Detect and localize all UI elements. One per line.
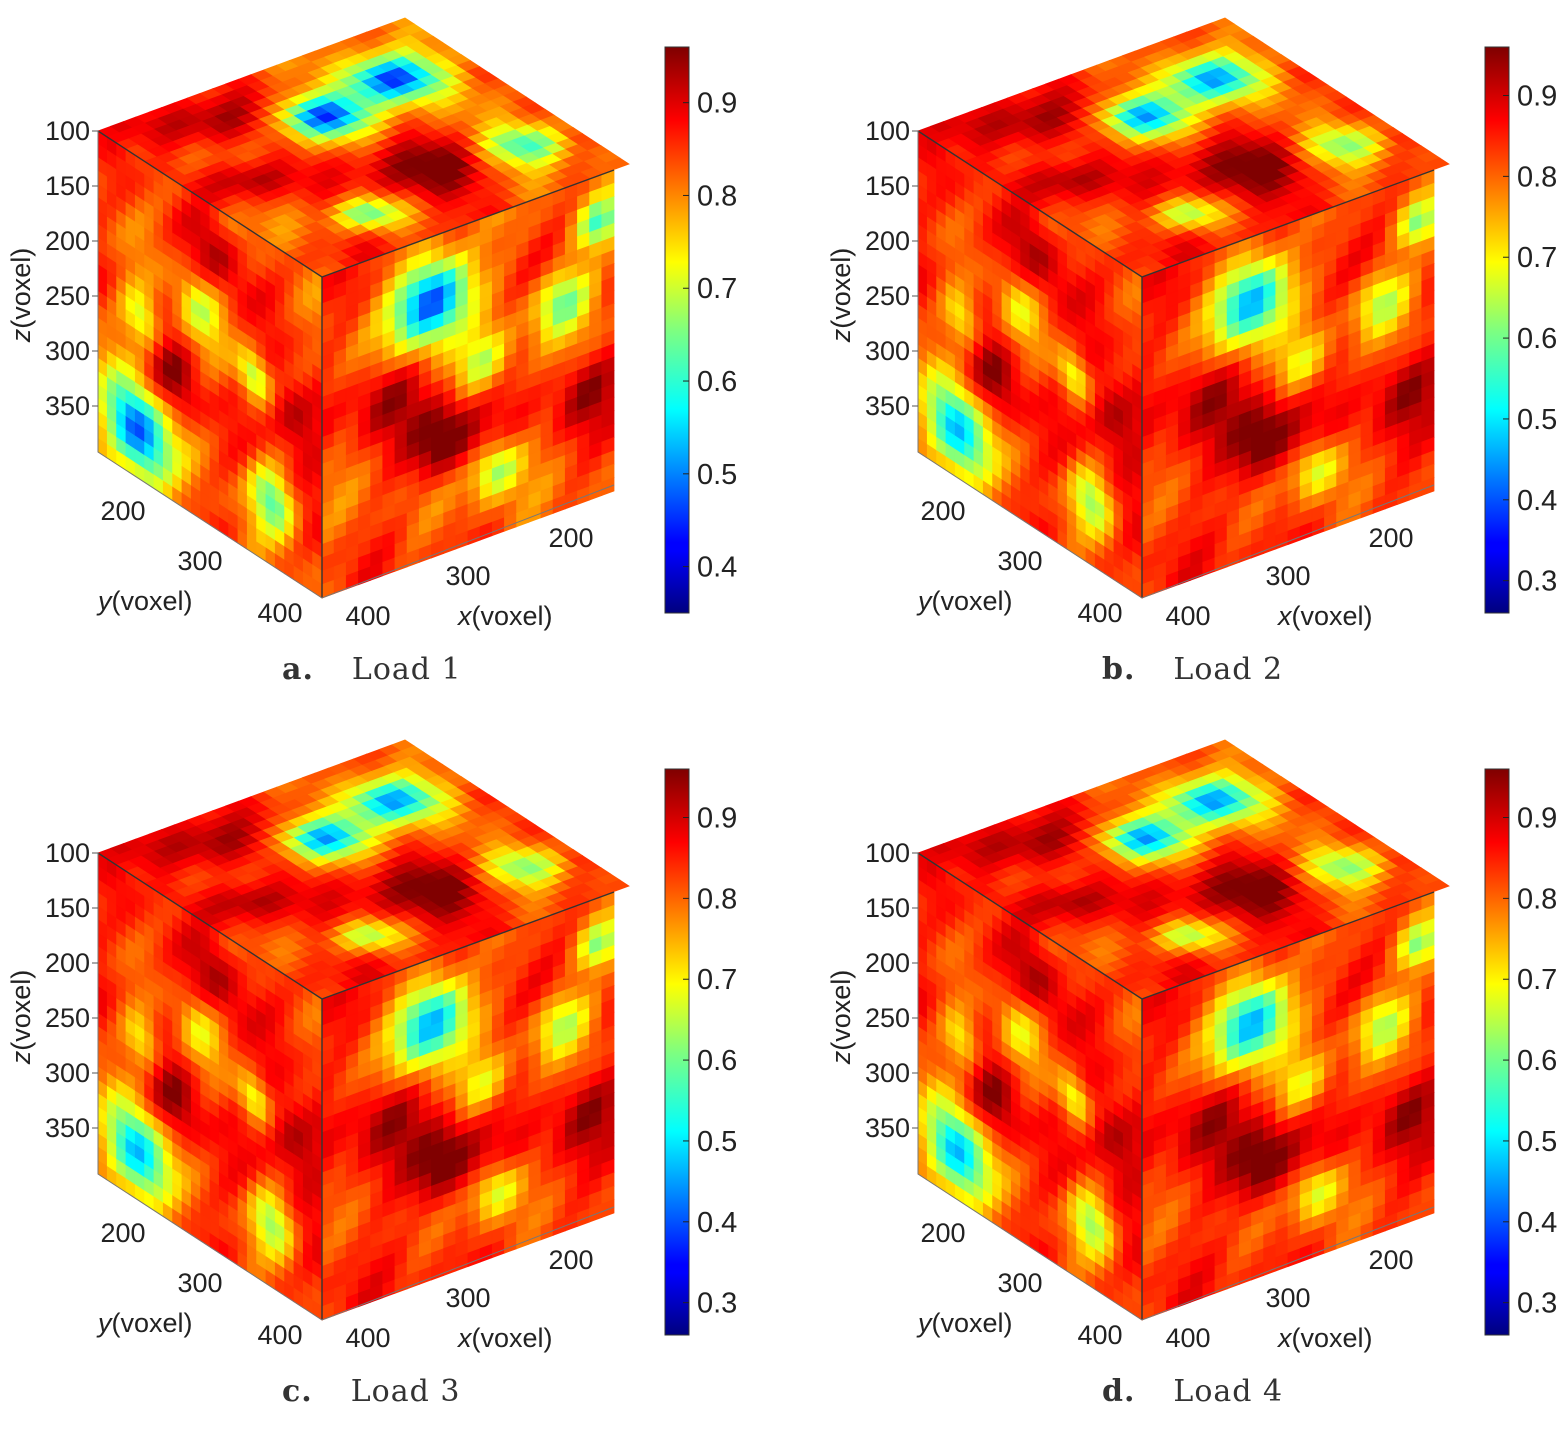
y-tick-label: 200 [920, 496, 965, 526]
cube-heatmap-a: 100 150 200 250 300 350 z(voxel) 200 300 400 y(vox… [0, 0, 780, 640]
colorbar-tick-label: 0.4 [1517, 485, 1557, 517]
z-axis-label: z(voxel) [6, 248, 36, 344]
colorbar-tick-label: 0.5 [1517, 404, 1557, 436]
colorbar-tick-label: 0.9 [1517, 81, 1557, 113]
caption-text-b: Load 2 [1173, 652, 1283, 687]
z-tick-label: 300 [865, 336, 910, 366]
colorbar-tick-label: 0.6 [697, 366, 737, 398]
x-axis-label: x(voxel) [456, 601, 553, 631]
colorbar-tick-label: 0.7 [697, 273, 737, 305]
caption-text-a: Load 1 [352, 652, 462, 687]
colorbar [1485, 47, 1509, 613]
z-tick-label: 250 [865, 281, 910, 311]
z-tick-label: 150 [45, 171, 90, 201]
z-tick-label: 100 [45, 116, 90, 146]
x-tick-label: 200 [548, 523, 593, 553]
colorbar-tick-label: 0.7 [1517, 242, 1557, 274]
y-tick-label: 400 [1077, 598, 1122, 628]
z-tick-label: 200 [45, 226, 90, 256]
caption-a: a. Load 1 [282, 652, 462, 687]
x-tick-label: 400 [345, 601, 390, 631]
x-tick-label: 300 [1265, 561, 1310, 591]
colorbar-tick-label: 0.8 [697, 180, 737, 212]
cube-heatmap-b: 100 150 200 250 300 350 z(voxel) 200 300 400 y(vox… [820, 0, 1560, 640]
z-axis-label: z(voxel) [826, 248, 856, 344]
panel-letter-a: a. [282, 652, 314, 687]
colorbar-tick-label: 0.8 [1517, 161, 1557, 193]
caption-b: b. Load 2 [1102, 652, 1283, 687]
y-axis-label: y(voxel) [916, 586, 1013, 616]
z-tick-label: 150 [865, 171, 910, 201]
panel-a: 100 150 200 250 300 350 z(voxel) 200 300 400 y(vox… [0, 0, 780, 717]
x-axis-label: x(voxel) [1276, 601, 1373, 631]
colorbar-tick-label: 0.6 [1517, 323, 1557, 355]
x-tick-label: 300 [445, 561, 490, 591]
z-tick-label: 350 [45, 391, 90, 421]
colorbar-tick-label: 0.3 [1517, 566, 1557, 598]
z-tick-label: 250 [45, 281, 90, 311]
colorbar-tick-label: 0.5 [697, 459, 737, 491]
y-tick-label: 400 [257, 598, 302, 628]
z-tick-label: 200 [865, 226, 910, 256]
z-tick-label: 300 [45, 336, 90, 366]
panel-b: 100 150 200 250 300 350 z(voxel) 200 300 400 y(vox… [820, 0, 1561, 717]
z-tick-label: 350 [865, 391, 910, 421]
panel-letter-b: b. [1102, 652, 1135, 687]
colorbar [665, 47, 689, 613]
colorbar-tick-label: 0.9 [697, 88, 737, 120]
z-tick-label: 100 [865, 116, 910, 146]
y-tick-label: 300 [997, 546, 1042, 576]
y-tick-label: 200 [100, 496, 145, 526]
cube-heatmap-c: 100150200250300350z(voxel)200300400y(vox… [0, 722, 780, 1362]
y-axis-label: y(voxel) [96, 586, 193, 616]
colorbar-tick-label: 0.4 [697, 552, 737, 584]
y-tick-label: 300 [177, 546, 222, 576]
x-tick-label: 200 [1368, 523, 1413, 553]
x-tick-label: 400 [1165, 601, 1210, 631]
